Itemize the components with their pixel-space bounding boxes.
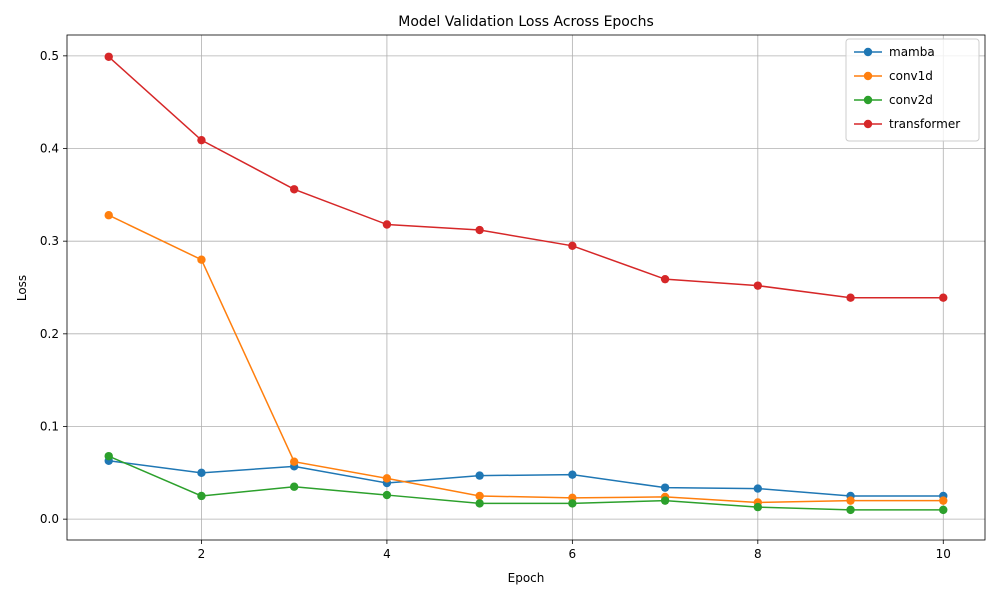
legend-item-transformer: transformer: [854, 117, 960, 131]
data-point-conv2d: [382, 490, 392, 500]
y-axis-label: Loss: [15, 275, 29, 301]
legend-label: conv2d: [889, 93, 933, 107]
data-point-conv1d: [939, 496, 948, 505]
legend-marker: [863, 71, 873, 81]
data-point-transformer: [197, 135, 206, 145]
data-point-transformer: [475, 225, 484, 235]
data-point-mamba: [197, 468, 206, 478]
legend-label: transformer: [889, 117, 960, 131]
legend-marker: [863, 95, 873, 105]
data-point-transformer: [660, 274, 670, 284]
legend-item-mamba: mamba: [854, 45, 935, 59]
x-tick-label: 2: [198, 547, 206, 561]
legend-marker: [863, 119, 873, 129]
data-point-conv1d: [289, 457, 299, 466]
data-point-conv2d: [846, 505, 855, 515]
y-tick-label: 0.0: [40, 512, 59, 526]
data-point-conv1d: [197, 255, 206, 264]
data-point-conv2d: [753, 502, 763, 512]
series-transformer: [104, 52, 948, 302]
series-group: [104, 52, 948, 515]
data-point-transformer: [753, 281, 763, 290]
series-line-conv1d: [108, 214, 944, 504]
grid: [67, 35, 985, 540]
series-line-transformer: [108, 56, 944, 299]
legend-label: conv1d: [889, 69, 933, 83]
data-point-mamba: [660, 483, 670, 492]
series-line-conv2d: [108, 455, 944, 511]
axis-ticks: 2 4 6 8 10 0.0 0.1 0.2 0.3 0.4 0.5: [40, 49, 951, 561]
data-point-mamba: [475, 471, 484, 480]
data-point-transformer: [568, 241, 577, 251]
y-tick-label: 0.1: [40, 419, 59, 433]
data-point-conv1d: [104, 211, 113, 220]
data-point-transformer: [289, 185, 299, 194]
data-point-mamba: [753, 484, 763, 493]
data-point-conv1d: [382, 474, 392, 483]
data-point-transformer: [382, 220, 392, 229]
y-tick-label: 0.3: [40, 234, 59, 248]
x-tick-label: 8: [754, 547, 762, 561]
series-line-mamba: [108, 460, 944, 497]
x-axis-label: Epoch: [508, 571, 545, 585]
data-point-conv2d: [104, 451, 113, 461]
data-point-conv2d: [197, 491, 206, 501]
series-conv2d: [104, 451, 948, 515]
series-conv1d: [104, 211, 948, 507]
data-point-transformer: [939, 293, 948, 302]
data-point-conv1d: [475, 491, 484, 501]
data-point-conv2d: [568, 499, 577, 508]
data-point-conv2d: [939, 505, 948, 515]
data-point-conv2d: [289, 482, 299, 491]
legend-marker: [863, 47, 873, 57]
x-tick-label: 6: [569, 547, 577, 561]
x-tick-label: 10: [936, 547, 951, 561]
data-point-transformer: [104, 52, 113, 61]
y-tick-label: 0.5: [40, 49, 59, 63]
legend: mamba conv1d conv2d transformer: [845, 38, 980, 142]
y-tick-label: 0.2: [40, 327, 59, 341]
y-tick-label: 0.4: [40, 142, 59, 156]
data-point-transformer: [846, 293, 855, 302]
chart-title: Model Validation Loss Across Epochs: [398, 14, 653, 30]
data-point-conv2d: [475, 499, 484, 508]
x-tick-label: 4: [383, 547, 391, 561]
legend-item-conv1d: conv1d: [854, 69, 933, 83]
legend-label: mamba: [889, 45, 935, 59]
plot-frame: [66, 34, 986, 541]
legend-frame: [845, 38, 980, 142]
legend-item-conv2d: conv2d: [854, 93, 933, 107]
data-point-mamba: [568, 470, 577, 479]
data-point-conv2d: [660, 496, 670, 505]
data-point-conv1d: [846, 496, 855, 505]
